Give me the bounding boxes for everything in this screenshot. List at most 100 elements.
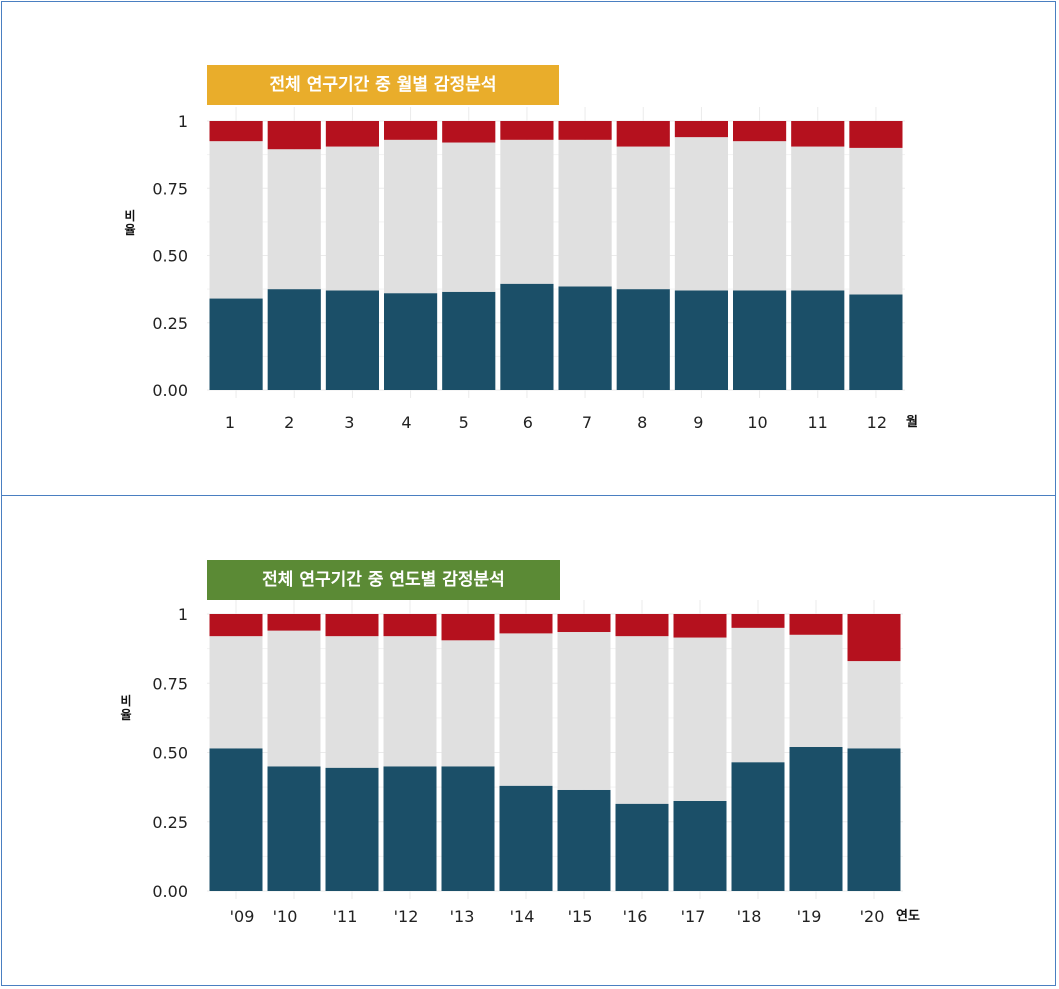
neutral-segment: [267, 630, 321, 767]
negative-segment: [267, 121, 321, 150]
negative-segment: [384, 121, 438, 140]
negative-segment: [325, 121, 379, 147]
neutral-segment: [731, 627, 785, 763]
negative-segment: [325, 614, 379, 637]
negative-segment: [674, 121, 728, 138]
negative-segment: [441, 614, 495, 641]
yearly-y-tick-label: 0.50: [152, 744, 188, 763]
neutral-segment: [442, 142, 496, 292]
positive-segment: [209, 298, 263, 390]
monthly-y-tick-label: 0.00: [152, 381, 188, 400]
monthly-x-tick-label: 4: [401, 413, 411, 432]
positive-segment: [557, 789, 611, 891]
yearly-chart: 0.00 0.25 0.50 0.75 1 '09 '10 '11 '12 '13 '14 '15 '1…: [120, 600, 920, 926]
neutral-segment: [209, 141, 263, 299]
monthly-x-tick-label: 6: [523, 413, 533, 432]
monthly-y-tick-label: 0.75: [152, 179, 188, 198]
positive-segment: [325, 767, 379, 891]
neutral-segment: [325, 636, 379, 768]
negative-segment: [733, 121, 787, 142]
yearly-x-tick-label: '11: [333, 907, 358, 926]
monthly-x-tick-label: 2: [284, 413, 294, 432]
panel-divider: [1, 495, 1056, 496]
positive-segment: [500, 283, 554, 390]
positive-segment: [441, 766, 495, 891]
negative-segment: [616, 121, 670, 147]
monthly-x-tick-label: 7: [582, 413, 592, 432]
neutral-segment: [849, 147, 903, 295]
neutral-segment: [674, 137, 728, 291]
neutral-segment: [789, 634, 843, 747]
yearly-x-tick-label: '20: [860, 907, 885, 926]
negative-segment: [847, 614, 901, 662]
neutral-segment: [499, 633, 553, 786]
yearly-y-tick-label: 1: [178, 605, 188, 624]
positive-segment: [267, 766, 321, 891]
yearly-x-tick-label: '13: [450, 907, 475, 926]
negative-segment: [267, 614, 321, 631]
positive-segment: [442, 291, 496, 390]
monthly-x-tick-label: 12: [867, 413, 887, 432]
neutral-segment: [383, 636, 437, 767]
negative-segment: [791, 121, 845, 147]
monthly-y-tick-label: 0.25: [152, 314, 188, 333]
yearly-x-tick-label: '14: [510, 907, 535, 926]
monthly-y-tick-label: 1: [178, 112, 188, 131]
positive-segment: [847, 748, 901, 891]
positive-segment: [616, 289, 670, 390]
yearly-x-tick-label: '19: [797, 907, 822, 926]
negative-segment: [383, 614, 437, 637]
monthly-y-tick-label: 0.50: [152, 247, 188, 266]
yearly-x-axis-label: 연도: [896, 909, 920, 924]
yearly-y-tick-label: 0.00: [152, 882, 188, 901]
monthly-x-axis-label: 월: [906, 414, 918, 430]
neutral-segment: [558, 139, 612, 287]
neutral-segment: [847, 661, 901, 749]
monthly-chart-title: 전체 연구기간 중 월별 감정분석: [207, 65, 559, 105]
positive-segment: [558, 286, 612, 390]
positive-segment: [615, 803, 669, 891]
negative-segment: [615, 614, 669, 637]
positive-segment: [499, 785, 553, 891]
yearly-x-tick-label: '18: [737, 907, 762, 926]
yearly-y-tick-label: 0.75: [152, 674, 188, 693]
negative-segment: [558, 121, 612, 140]
monthly-x-tick-label: 9: [693, 413, 703, 432]
monthly-x-tick-label: 1: [225, 413, 235, 432]
positive-segment: [789, 746, 843, 891]
monthly-x-tick-label: 8: [637, 413, 647, 432]
neutral-segment: [673, 637, 727, 801]
neutral-segment: [500, 139, 554, 284]
neutral-segment: [733, 141, 787, 291]
positive-segment: [791, 290, 845, 390]
negative-segment: [557, 614, 611, 633]
yearly-x-tick-label: '12: [394, 907, 419, 926]
positive-segment: [383, 766, 437, 891]
negative-segment: [209, 121, 263, 142]
negative-segment: [442, 121, 496, 143]
positive-segment: [674, 290, 728, 390]
neutral-segment: [384, 139, 438, 294]
positive-segment: [849, 294, 903, 390]
negative-segment: [731, 614, 785, 628]
yearly-y-tick-label: 0.25: [152, 813, 188, 832]
positive-segment: [733, 290, 787, 390]
positive-segment: [673, 800, 727, 891]
yearly-x-tick-label: '10: [273, 907, 298, 926]
neutral-segment: [209, 636, 263, 749]
monthly-x-tick-label: 5: [459, 413, 469, 432]
negative-segment: [500, 121, 554, 140]
neutral-segment: [557, 632, 611, 790]
neutral-segment: [267, 149, 321, 290]
yearly-x-tick-label: '15: [568, 907, 593, 926]
positive-segment: [384, 293, 438, 390]
neutral-segment: [616, 146, 670, 290]
yearly-chart-title: 전체 연구기간 중 연도별 감정분석: [207, 560, 560, 600]
negative-segment: [849, 121, 903, 148]
yearly-x-tick-label: '09: [230, 907, 255, 926]
neutral-segment: [441, 640, 495, 767]
negative-segment: [209, 614, 263, 637]
